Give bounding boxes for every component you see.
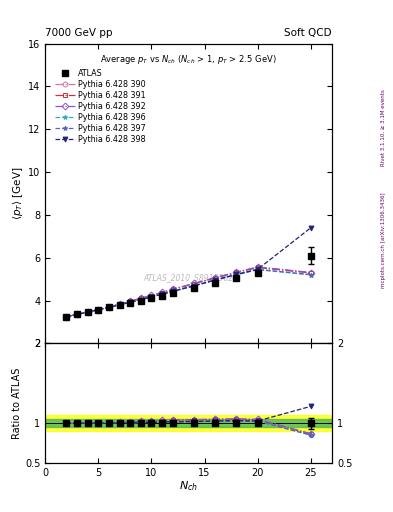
Y-axis label: Ratio to ATLAS: Ratio to ATLAS: [12, 368, 22, 439]
Bar: [45, 415, 332, 432]
Text: Average $p_{T}$ vs $N_{ch}$ ($N_{ch}$ > 1, $p_{T}$ > 2.5 GeV): Average $p_{T}$ vs $N_{ch}$ ($N_{ch}$ > …: [100, 53, 277, 66]
Text: 7000 GeV pp: 7000 GeV pp: [45, 28, 113, 37]
Text: Rivet 3.1.10, ≥ 3.1M events: Rivet 3.1.10, ≥ 3.1M events: [381, 90, 386, 166]
Text: mcplots.cern.ch [arXiv:1306.3436]: mcplots.cern.ch [arXiv:1306.3436]: [381, 193, 386, 288]
X-axis label: $N_{ch}$: $N_{ch}$: [179, 480, 198, 494]
Bar: [45, 419, 332, 428]
Text: Soft QCD: Soft QCD: [285, 28, 332, 37]
Text: ATLAS_2010_S8918562: ATLAS_2010_S8918562: [143, 273, 234, 282]
Y-axis label: $\langle p_T \rangle$ [GeV]: $\langle p_T \rangle$ [GeV]: [11, 167, 25, 220]
Legend: ATLAS, Pythia 6.428 390, Pythia 6.428 391, Pythia 6.428 392, Pythia 6.428 396, P: ATLAS, Pythia 6.428 390, Pythia 6.428 39…: [55, 69, 146, 144]
